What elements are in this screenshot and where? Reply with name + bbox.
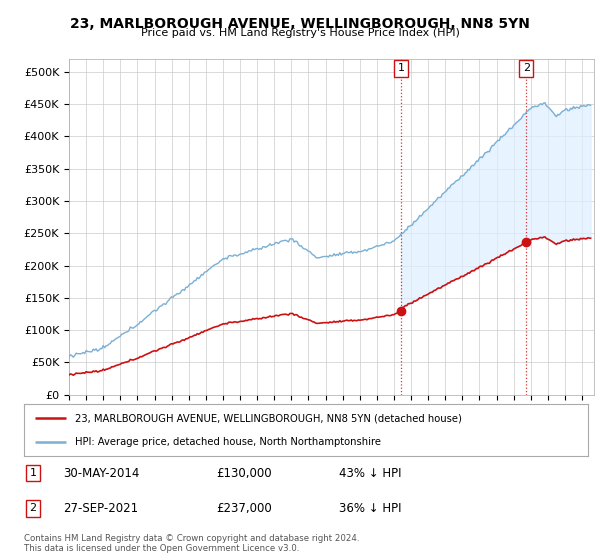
Text: £130,000: £130,000: [216, 466, 272, 480]
Text: Price paid vs. HM Land Registry's House Price Index (HPI): Price paid vs. HM Land Registry's House …: [140, 28, 460, 38]
Text: 2: 2: [29, 503, 37, 514]
Text: 23, MARLBOROUGH AVENUE, WELLINGBOROUGH, NN8 5YN: 23, MARLBOROUGH AVENUE, WELLINGBOROUGH, …: [70, 17, 530, 31]
Text: 43% ↓ HPI: 43% ↓ HPI: [339, 466, 401, 480]
Text: 30-MAY-2014: 30-MAY-2014: [63, 466, 139, 480]
Text: 27-SEP-2021: 27-SEP-2021: [63, 502, 138, 515]
Text: 1: 1: [397, 63, 404, 73]
Text: 36% ↓ HPI: 36% ↓ HPI: [339, 502, 401, 515]
Text: 1: 1: [29, 468, 37, 478]
Text: 2: 2: [523, 63, 530, 73]
Text: £237,000: £237,000: [216, 502, 272, 515]
Text: Contains HM Land Registry data © Crown copyright and database right 2024.
This d: Contains HM Land Registry data © Crown c…: [24, 534, 359, 553]
Text: HPI: Average price, detached house, North Northamptonshire: HPI: Average price, detached house, Nort…: [75, 437, 381, 447]
Text: 23, MARLBOROUGH AVENUE, WELLINGBOROUGH, NN8 5YN (detached house): 23, MARLBOROUGH AVENUE, WELLINGBOROUGH, …: [75, 413, 461, 423]
